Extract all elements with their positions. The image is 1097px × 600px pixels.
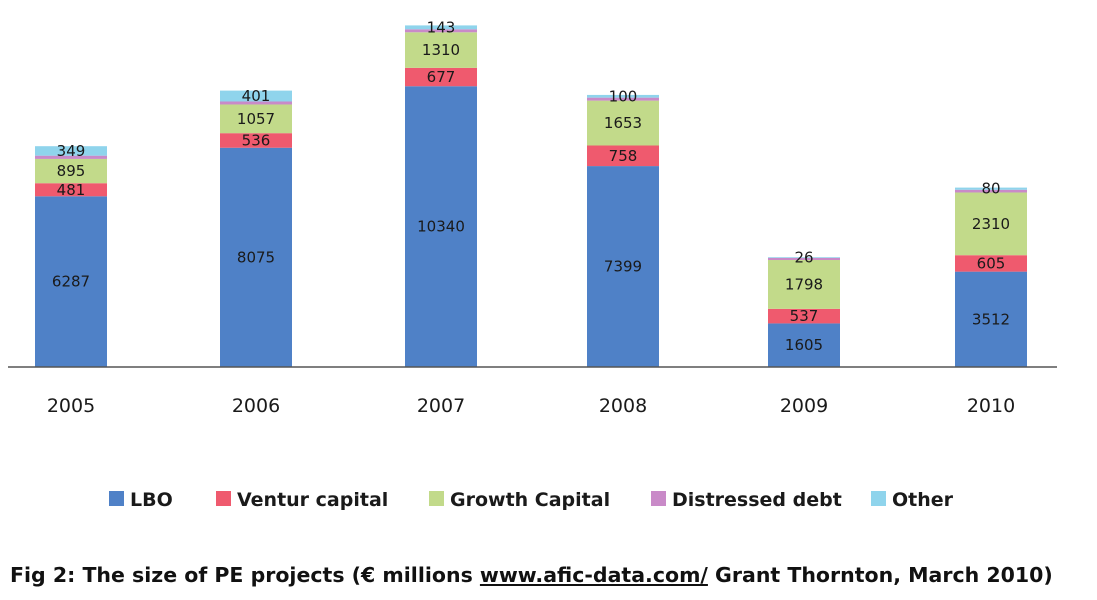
bar-other-2008 — [587, 94, 659, 98]
x-tick-2010: 2010 — [967, 395, 1015, 417]
bar-distressed-debt-2008 — [587, 97, 659, 101]
legend-swatch-distressed-debt — [651, 491, 666, 506]
legend: LBO Ventur capital Growth Capital Distresse… — [109, 489, 954, 511]
bar-distressed-debt-2010 — [955, 189, 1027, 193]
data-label-other-2008: 100 — [609, 87, 638, 105]
bar-distressed-debt-2007 — [405, 29, 477, 33]
bar-other-2007 — [405, 25, 477, 30]
x-tick-2006: 2006 — [232, 395, 280, 417]
legend-label-ventur-capital: Ventur capital — [237, 489, 388, 511]
bar-growth-capital-2008 — [587, 100, 659, 146]
bar-ventur-capital-2006 — [220, 133, 292, 148]
bar-other-2010 — [955, 187, 1027, 190]
bar-growth-capital-2009 — [768, 260, 840, 309]
bar-distressed-debt-2009 — [768, 257, 840, 261]
bar-growth-capital-2006 — [220, 104, 292, 134]
data-label-ventur-capital-2010: 605 — [977, 254, 1006, 272]
bar-lbo-2007 — [405, 86, 477, 367]
bar-ventur-capital-2007 — [405, 67, 477, 87]
bar-lbo-2009 — [768, 323, 840, 367]
caption-text-start: Fig 2: The size of PE projects (€ millio… — [10, 563, 480, 587]
data-label-growth-capital-2010: 2310 — [972, 215, 1010, 233]
legend-label-growth-capital: Growth Capital — [450, 489, 610, 511]
legend-label-other: Other — [892, 489, 954, 511]
data-label-ventur-capital-2005: 481 — [57, 181, 86, 199]
bar-ventur-capital-2008 — [587, 145, 659, 167]
data-label-other-2010: 80 — [981, 180, 1000, 198]
bar-lbo-2005 — [35, 196, 107, 367]
legend-label-distressed-debt: Distressed debt — [672, 489, 842, 511]
data-label-lbo-2009: 1605 — [785, 336, 823, 354]
figure-caption: Fig 2: The size of PE projects (€ millio… — [10, 563, 1053, 587]
bar-ventur-capital-2010 — [955, 255, 1027, 272]
data-label-growth-capital-2008: 1653 — [604, 114, 642, 132]
caption-link[interactable]: www.afic-data.com/ — [479, 563, 708, 587]
data-label-lbo-2006: 8075 — [237, 248, 275, 266]
data-label-other-2005: 349 — [57, 142, 86, 160]
x-tick-2005: 2005 — [47, 395, 95, 417]
legend-swatch-growth-capital — [429, 491, 444, 506]
data-label-lbo-2010: 3512 — [972, 310, 1010, 328]
legend-swatch-lbo — [109, 491, 124, 506]
x-tick-2009: 2009 — [780, 395, 828, 417]
x-tick-labels: 2005 2006 2007 2008 2009 2010 — [47, 395, 1015, 417]
data-label-growth-capital-2006: 1057 — [237, 110, 275, 128]
bar-lbo-2008 — [587, 166, 659, 367]
bar-distressed-debt-2006 — [220, 101, 292, 105]
legend-label-lbo: LBO — [130, 489, 173, 511]
bar-other-2005 — [35, 146, 107, 156]
data-label-lbo-2007: 10340 — [417, 218, 465, 236]
legend-swatch-ventur-capital — [216, 491, 231, 506]
data-label-growth-capital-2009: 1798 — [785, 275, 823, 293]
data-label-ventur-capital-2009: 537 — [790, 307, 819, 325]
bar-lbo-2006 — [220, 147, 292, 367]
data-label-ventur-capital-2007: 677 — [427, 68, 456, 86]
data-label-ventur-capital-2008: 758 — [609, 147, 638, 165]
data-label-other-2006: 401 — [242, 87, 271, 105]
bar-growth-capital-2005 — [35, 158, 107, 184]
caption-text-end: Grant Thornton, March 2010) — [707, 563, 1053, 587]
data-label-lbo-2008: 7399 — [604, 258, 642, 276]
data-label-growth-capital-2007: 1310 — [422, 41, 460, 59]
bar-distressed-debt-2005 — [35, 155, 107, 159]
x-tick-2008: 2008 — [599, 395, 647, 417]
data-label-growth-capital-2005: 895 — [57, 162, 86, 180]
bar-other-2009 — [768, 257, 840, 258]
bar-ventur-capital-2005 — [35, 183, 107, 197]
legend-swatch-other — [871, 491, 886, 506]
data-label-ventur-capital-2006: 536 — [242, 131, 271, 149]
bar-ventur-capital-2009 — [768, 308, 840, 324]
bar-other-2006 — [220, 90, 292, 102]
bar-lbo-2010 — [955, 271, 1027, 367]
bar-growth-capital-2010 — [955, 192, 1027, 256]
bar-growth-capital-2007 — [405, 32, 477, 68]
x-tick-2007: 2007 — [417, 395, 465, 417]
data-label-lbo-2005: 6287 — [52, 273, 90, 291]
data-label-other-2007: 143 — [427, 18, 456, 36]
data-label-other-2009: 26 — [794, 248, 813, 266]
